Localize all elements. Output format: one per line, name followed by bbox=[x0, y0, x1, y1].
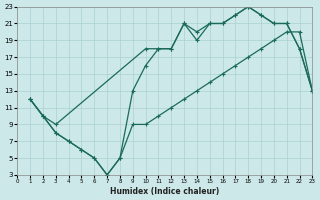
X-axis label: Humidex (Indice chaleur): Humidex (Indice chaleur) bbox=[110, 187, 220, 196]
